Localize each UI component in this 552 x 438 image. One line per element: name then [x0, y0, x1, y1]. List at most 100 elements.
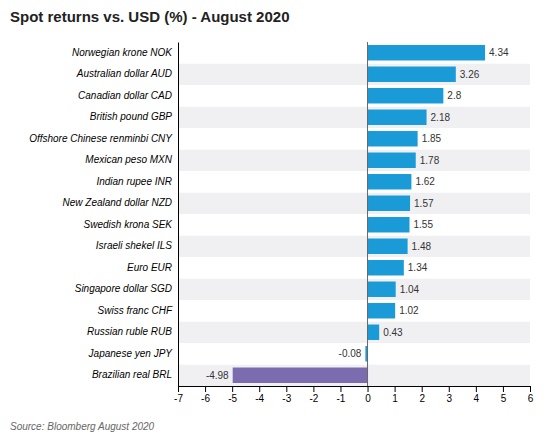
y-tick: New Zealand dollar NZD [63, 197, 173, 208]
bar [233, 368, 368, 383]
row-background [178, 279, 530, 301]
row-background [178, 64, 530, 86]
row-background [178, 214, 530, 236]
y-tick-label: Swiss franc CHF [98, 305, 173, 316]
y-tick: Indian rupee INR [96, 176, 172, 187]
plot: -4.98-0.080.431.021.041.341.481.551.571.… [29, 42, 534, 404]
bar [368, 153, 416, 168]
x-tick-mark [313, 386, 314, 392]
data-label: 1.48 [412, 241, 432, 252]
source: Source: Bloomberg August 2020 [10, 421, 155, 432]
x-tick-mark [286, 386, 287, 392]
x-tick-mark [503, 386, 504, 392]
x-tick-mark [395, 386, 396, 392]
row-background [178, 322, 530, 344]
x-tick-label: -4 [255, 393, 264, 404]
data-label: 1.04 [400, 284, 420, 295]
y-tick-label: Offshore Chinese renminbi CNY [29, 133, 173, 144]
bar [368, 260, 404, 275]
y-tick: British pound GBP [90, 111, 173, 122]
y-tick-label: Brazilian real BRL [92, 369, 172, 380]
data-label: 2.8 [447, 90, 461, 101]
bar [368, 67, 456, 82]
bar [368, 217, 410, 232]
row-background [178, 257, 530, 279]
x-tick: 2 [419, 386, 425, 404]
y-tick-label: Canadian dollar CAD [78, 90, 172, 101]
x-tick-label: -1 [337, 393, 346, 404]
x-tick: 3 [446, 386, 452, 404]
x-tick: -4 [255, 386, 264, 404]
y-tick-label: Russian ruble RUB [87, 326, 172, 337]
x-tick: 5 [501, 386, 507, 404]
bar [368, 303, 396, 318]
x-tick-label: 4 [474, 393, 480, 404]
bar [368, 325, 380, 340]
x-tick: 6 [528, 386, 534, 404]
y-tick: Offshore Chinese renminbi CNY [29, 133, 173, 144]
x-tick-label: 1 [392, 393, 398, 404]
y-tick-label: Norwegian krone NOK [72, 47, 173, 58]
y-tick-label: British pound GBP [90, 111, 173, 122]
y-tick-label: Australian dollar AUD [76, 68, 172, 79]
y-tick: Singapore dollar SGD [75, 283, 172, 294]
row-background [178, 236, 530, 258]
x-tick: 0 [365, 386, 371, 404]
y-tick: Mexican peso MXN [85, 154, 172, 165]
x-tick-mark [476, 386, 477, 392]
row-background [178, 107, 530, 129]
chart: Spot returns vs. USD (%) - August 2020So… [0, 0, 552, 438]
x-tick: -5 [228, 386, 237, 404]
x-tick-mark [340, 386, 341, 392]
y-tick: Australian dollar AUD [76, 68, 172, 79]
y-tick-label: Swedish krona SEK [84, 219, 174, 230]
y-tick-label: New Zealand dollar NZD [63, 197, 173, 208]
x-tick: -2 [309, 386, 318, 404]
bar [368, 282, 396, 297]
row-background [178, 365, 530, 387]
y-tick: Norwegian krone NOK [72, 47, 173, 58]
x-tick-mark [449, 386, 450, 392]
y-tick-label: Mexican peso MXN [85, 154, 172, 165]
y-tick: Israeli shekel ILS [96, 240, 172, 251]
y-tick-label: Indian rupee INR [96, 176, 172, 187]
y-tick: Japanese yen JPY [88, 348, 174, 359]
data-label: 3.26 [460, 69, 480, 80]
data-label: 4.34 [489, 47, 509, 58]
bar [368, 239, 408, 254]
x-axis-line [179, 387, 531, 393]
data-label: 1.34 [408, 262, 428, 273]
y-tick: Euro EUR [127, 262, 172, 273]
data-label: 1.55 [414, 219, 434, 230]
data-label: 2.18 [431, 112, 451, 123]
x-tick-mark [178, 386, 179, 392]
y-tick: Swedish krona SEK [84, 219, 174, 230]
data-label: -0.08 [339, 348, 362, 359]
data-label: 1.57 [414, 198, 434, 209]
bar [368, 45, 486, 60]
y-tick-label: Singapore dollar SGD [75, 283, 172, 294]
data-label: 1.62 [415, 176, 435, 187]
row-backgrounds [178, 42, 530, 386]
y-axis-line [178, 43, 179, 387]
bars [233, 45, 485, 383]
row-background [178, 42, 530, 64]
x-tick-mark [232, 386, 233, 392]
row-background [178, 171, 530, 193]
y-tick: Brazilian real BRL [92, 369, 172, 380]
x-tick: -1 [337, 386, 346, 404]
data-label: -4.98 [206, 370, 229, 381]
x-tick-label: 5 [501, 393, 507, 404]
bar [368, 131, 418, 146]
x-tick: -6 [201, 386, 210, 404]
x-tick: -7 [174, 386, 183, 404]
y-tick-label: Euro EUR [127, 262, 172, 273]
data-labels: -4.98-0.080.431.021.041.341.481.551.571.… [206, 47, 509, 381]
row-background [178, 128, 530, 150]
x-tick-mark [368, 386, 369, 392]
data-label: 1.78 [420, 155, 440, 166]
y-tick: Russian ruble RUB [87, 326, 172, 337]
x-tick-mark [422, 386, 423, 392]
y-tick-label: Japanese yen JPY [88, 348, 174, 359]
x-tick-label: 2 [419, 393, 425, 404]
